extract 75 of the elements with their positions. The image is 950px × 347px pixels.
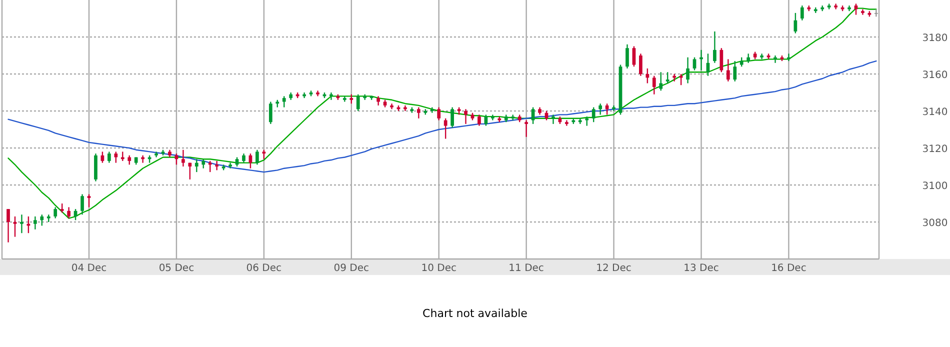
x-tick-label: 13 Dec — [684, 263, 719, 274]
candlestick — [376, 96, 380, 106]
candlestick — [552, 114, 555, 125]
y-tick-label: 3120 — [922, 144, 948, 155]
candlestick — [356, 94, 360, 112]
candlestick — [646, 68, 650, 84]
x-tick-label: 10 Dec — [421, 263, 456, 274]
candlestick — [800, 4, 804, 21]
y-tick-label: 3140 — [922, 107, 948, 118]
candlestick — [854, 3, 858, 16]
candlestick — [692, 56, 696, 71]
candlestick — [33, 216, 37, 230]
x-tick-label: 09 Dec — [334, 263, 370, 274]
candlestick — [746, 53, 750, 64]
candlestick — [194, 158, 198, 173]
candlestick — [114, 151, 118, 164]
x-tick-label: 12 Dec — [596, 263, 632, 274]
candlestick — [713, 30, 716, 64]
candlestick — [874, 8, 878, 18]
text: Chart not available — [422, 307, 528, 320]
candlestick — [632, 46, 636, 68]
candlestick — [639, 53, 642, 76]
candlestick — [666, 72, 670, 84]
y-tick-label: 3180 — [922, 33, 948, 44]
x-tick-label: 06 Dec — [246, 263, 282, 274]
candlestick — [242, 152, 246, 164]
candlestick — [262, 149, 266, 160]
candlestick — [256, 149, 259, 166]
candlestick — [80, 194, 84, 216]
candlestick — [87, 194, 91, 208]
candlestick — [626, 44, 629, 70]
candlestick — [444, 118, 448, 140]
x-tick-label: 16 Dec — [771, 263, 806, 274]
candlestick — [585, 116, 589, 126]
candlestick — [107, 151, 111, 164]
candlestick — [54, 206, 58, 219]
x-tick-label: 04 Dec — [71, 263, 107, 274]
candlestick — [6, 208, 10, 243]
candlestick — [128, 154, 132, 166]
candlestick — [60, 202, 64, 214]
candlestick — [531, 106, 535, 125]
candlestick — [202, 158, 206, 169]
candlestick — [450, 106, 454, 128]
candlestick — [437, 106, 441, 121]
candlestick — [740, 56, 744, 68]
candlestick — [215, 160, 219, 171]
candlestick — [598, 103, 602, 116]
candlestick — [67, 206, 70, 219]
candlestick — [416, 106, 420, 119]
y-tick-label: 3100 — [922, 181, 948, 192]
candlestick — [720, 48, 724, 73]
candlestick — [524, 120, 528, 138]
candlestick — [13, 216, 17, 238]
candlestick — [268, 101, 272, 125]
candlestick — [659, 72, 663, 92]
y-tick-label: 3080 — [922, 218, 948, 229]
candlestick — [40, 214, 44, 226]
candlestick — [652, 75, 656, 95]
candlestick — [484, 114, 488, 126]
x-tick-label: 05 Dec — [158, 263, 194, 274]
candlestick — [686, 56, 690, 84]
candlestick — [248, 152, 252, 169]
line-series — [8, 60, 877, 173]
x-tick-label: 11 Dec — [508, 263, 544, 274]
candlestick — [182, 149, 185, 168]
candlestick — [350, 94, 354, 104]
candlestick — [478, 114, 481, 126]
candlestick — [592, 106, 596, 123]
candlestick — [20, 214, 24, 234]
candlestick — [282, 96, 286, 108]
candlestick — [726, 58, 730, 82]
y-tick-label: 3160 — [922, 70, 948, 81]
candlestick — [464, 108, 468, 125]
candlestick — [733, 60, 737, 82]
candlestick — [188, 162, 192, 180]
